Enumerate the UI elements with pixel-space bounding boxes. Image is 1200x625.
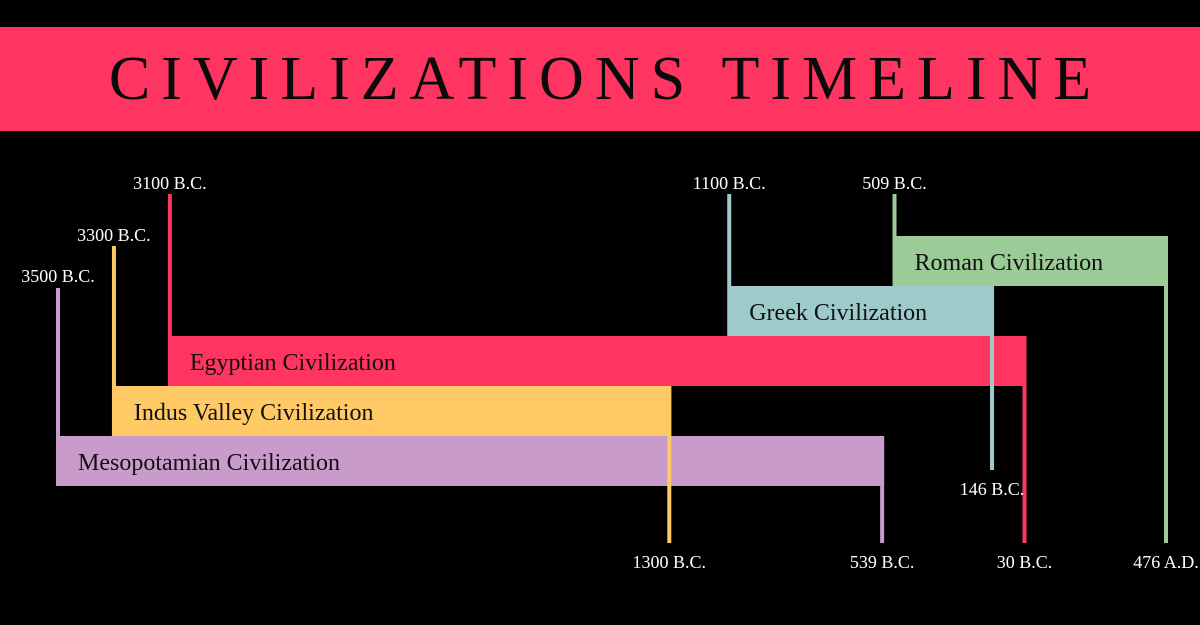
title-banner: CIVILIZATIONS TIMELINE (0, 27, 1200, 131)
mesopotamian-end-line (880, 436, 885, 543)
greek-start-line (727, 194, 732, 286)
page-title: CIVILIZATIONS TIMELINE (108, 44, 1103, 113)
civilization-mesopotamian (56, 436, 885, 486)
indus-bar (111, 386, 672, 436)
egyptian-end-line (1022, 336, 1027, 543)
roman-end-line (1164, 236, 1168, 543)
civilization-egyptian (167, 336, 1027, 386)
egyptian-label: Egyptian Civilization (190, 350, 396, 376)
roman-start-date: 509 B.C. (862, 173, 927, 193)
roman-label: Roman Civilization (915, 250, 1104, 276)
greek-bar (727, 286, 995, 336)
indus-start-date: 3300 B.C. (77, 225, 151, 245)
greek-label: Greek Civilization (749, 300, 927, 326)
civilization-indus (111, 386, 672, 436)
indus-label: Indus Valley Civilization (134, 400, 374, 426)
roman-end-date: 476 A.D. (1133, 552, 1199, 572)
civilization-greek (727, 286, 995, 336)
roman-start-line (892, 194, 897, 236)
mesopotamian-start-line (56, 288, 60, 436)
indus-start-line (111, 246, 116, 386)
mesopotamian-start-date: 3500 B.C. (21, 266, 95, 286)
greek-start-date: 1100 B.C. (693, 173, 766, 193)
indus-end-line (667, 386, 672, 543)
mesopotamian-bar (56, 436, 885, 486)
indus-end-date: 1300 B.C. (633, 552, 707, 572)
mesopotamian-label: Mesopotamian Civilization (78, 450, 340, 476)
egyptian-start-date: 3100 B.C. (133, 173, 207, 193)
mesopotamian-end-date: 539 B.C. (850, 552, 915, 572)
roman-bar (892, 236, 1168, 286)
greek-end-line (990, 286, 995, 470)
egyptian-bar (167, 336, 1027, 386)
greek-end-date: 146 B.C. (960, 479, 1025, 499)
egyptian-start-line (167, 194, 172, 336)
civilization-roman (892, 236, 1168, 286)
egyptian-end-date: 30 B.C. (997, 552, 1053, 572)
